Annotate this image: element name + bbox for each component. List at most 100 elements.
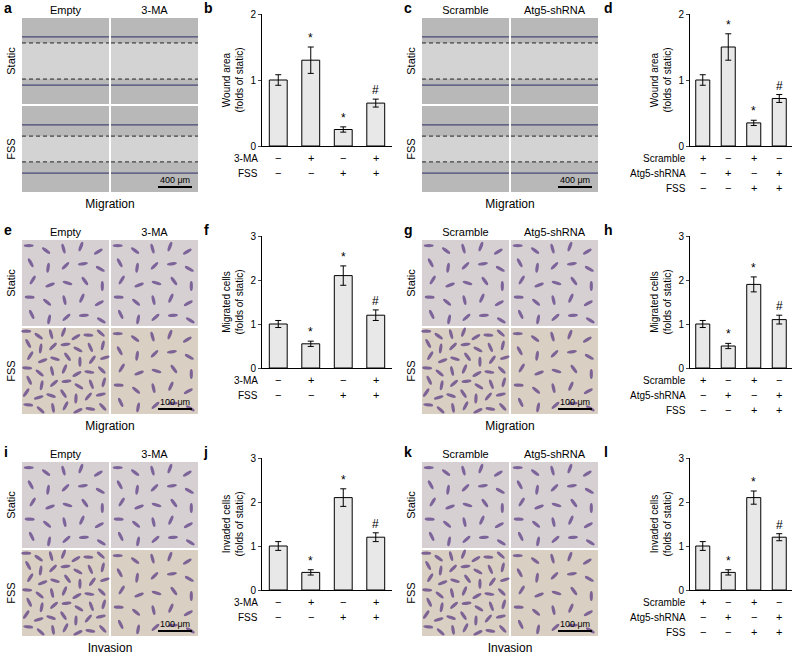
svg-text:Static: Static <box>5 47 17 75</box>
svg-text:−: − <box>340 374 346 386</box>
svg-text:FSS: FSS <box>666 405 686 416</box>
svg-text:Atg5-shRNA: Atg5-shRNA <box>630 390 686 401</box>
svg-text:#: # <box>776 79 783 93</box>
svg-text:+: + <box>308 374 314 386</box>
svg-text:100 μm: 100 μm <box>560 397 590 407</box>
svg-text:3: 3 <box>250 453 256 464</box>
svg-text:#: # <box>372 83 379 97</box>
svg-text:*: * <box>308 31 313 45</box>
svg-text:Atg5-shRNA: Atg5-shRNA <box>524 226 586 238</box>
svg-text:Empty: Empty <box>50 4 82 16</box>
svg-text:Static: Static <box>5 269 17 297</box>
svg-text:1: 1 <box>250 75 256 86</box>
svg-text:FSS: FSS <box>405 360 417 381</box>
svg-text:3: 3 <box>250 231 256 242</box>
svg-text:−: − <box>776 596 782 608</box>
svg-text:+: + <box>373 611 379 623</box>
svg-text:3: 3 <box>678 231 684 242</box>
svg-text:2: 2 <box>678 275 684 286</box>
svg-text:−: − <box>340 152 346 164</box>
svg-text:+: + <box>700 152 706 164</box>
svg-text:FSS: FSS <box>238 612 258 623</box>
svg-text:0: 0 <box>250 585 256 596</box>
svg-text:Scramble: Scramble <box>442 4 488 16</box>
svg-text:+: + <box>776 626 782 638</box>
svg-text:+: + <box>725 611 731 623</box>
svg-text:k: k <box>404 444 412 460</box>
svg-text:FSS: FSS <box>405 582 417 603</box>
svg-text:0: 0 <box>250 141 256 152</box>
svg-text:+: + <box>373 389 379 401</box>
svg-text:−: − <box>275 611 281 623</box>
svg-text:Static: Static <box>405 491 417 519</box>
svg-text:−: − <box>700 389 706 401</box>
svg-text:+: + <box>751 152 757 164</box>
svg-text:Wound area(folds of static): Wound area(folds of static) <box>221 47 245 112</box>
svg-text:100 μm: 100 μm <box>160 397 190 407</box>
svg-text:400 μm: 400 μm <box>160 175 190 185</box>
svg-text:−: − <box>275 374 281 386</box>
svg-text:FSS: FSS <box>238 390 258 401</box>
svg-text:−: − <box>700 167 706 179</box>
svg-text:−: − <box>700 182 706 194</box>
svg-text:Static: Static <box>5 491 17 519</box>
svg-text:Static: Static <box>405 269 417 297</box>
svg-text:Empty: Empty <box>50 226 82 238</box>
svg-text:*: * <box>341 473 346 487</box>
svg-text:Invasion: Invasion <box>88 641 133 655</box>
svg-text:3-MA: 3-MA <box>141 226 168 238</box>
svg-text:Invasion: Invasion <box>488 641 533 655</box>
svg-text:−: − <box>725 152 731 164</box>
svg-text:1: 1 <box>250 541 256 552</box>
svg-text:−: − <box>751 611 757 623</box>
svg-text:3-MA: 3-MA <box>141 4 168 16</box>
svg-text:Atg5-shRNA: Atg5-shRNA <box>630 168 686 179</box>
svg-text:Wound area(folds of static): Wound area(folds of static) <box>649 47 673 112</box>
svg-text:3-MA: 3-MA <box>141 448 168 460</box>
svg-text:+: + <box>725 167 731 179</box>
svg-text:−: − <box>700 404 706 416</box>
svg-text:*: * <box>751 104 756 118</box>
svg-text:FSS: FSS <box>405 138 417 159</box>
svg-text:3-MA: 3-MA <box>234 597 258 608</box>
svg-text:c: c <box>404 0 412 16</box>
svg-text:−: − <box>275 152 281 164</box>
svg-text:Scramble: Scramble <box>643 597 686 608</box>
svg-text:1: 1 <box>678 319 684 330</box>
svg-text:+: + <box>700 596 706 608</box>
svg-text:#: # <box>372 517 379 531</box>
svg-text:0: 0 <box>678 141 684 152</box>
svg-text:+: + <box>373 374 379 386</box>
svg-text:Atg5-shRNA: Atg5-shRNA <box>524 448 586 460</box>
svg-text:+: + <box>725 389 731 401</box>
svg-text:0: 0 <box>678 585 684 596</box>
svg-text:FSS: FSS <box>666 627 686 638</box>
svg-text:+: + <box>308 596 314 608</box>
svg-text:*: * <box>751 475 756 489</box>
svg-text:−: − <box>725 182 731 194</box>
svg-text:*: * <box>751 261 756 275</box>
svg-text:+: + <box>340 389 346 401</box>
svg-text:1: 1 <box>678 541 684 552</box>
svg-text:2: 2 <box>678 9 684 20</box>
svg-text:Invaded cells(folds of static): Invaded cells(folds of static) <box>649 491 673 556</box>
svg-text:−: − <box>308 167 314 179</box>
svg-text:*: * <box>308 554 313 568</box>
svg-text:+: + <box>373 596 379 608</box>
svg-text:Migration: Migration <box>85 419 134 433</box>
svg-text:2: 2 <box>250 9 256 20</box>
svg-text:Migration: Migration <box>485 197 534 211</box>
svg-text:Migration: Migration <box>85 197 134 211</box>
svg-text:+: + <box>700 374 706 386</box>
svg-text:Invaded cells(folds of static): Invaded cells(folds of static) <box>221 491 245 556</box>
svg-text:*: * <box>341 111 346 125</box>
svg-text:−: − <box>776 152 782 164</box>
svg-text:+: + <box>751 626 757 638</box>
svg-text:2: 2 <box>678 497 684 508</box>
svg-text:+: + <box>751 374 757 386</box>
svg-text:Atg5-shRNA: Atg5-shRNA <box>524 4 586 16</box>
svg-text:−: − <box>725 404 731 416</box>
svg-text:FSS: FSS <box>666 183 686 194</box>
svg-text:+: + <box>373 167 379 179</box>
svg-text:100 μm: 100 μm <box>560 619 590 629</box>
